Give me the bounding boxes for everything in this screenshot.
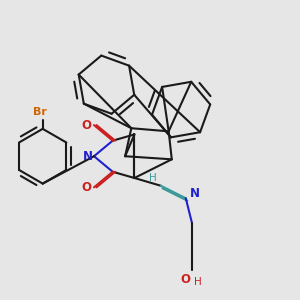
Text: N: N <box>83 150 93 163</box>
Text: N: N <box>190 187 200 200</box>
Text: Br: Br <box>33 107 46 117</box>
Text: H: H <box>149 173 157 183</box>
Text: O: O <box>181 273 191 286</box>
Text: O: O <box>81 181 91 194</box>
Text: O: O <box>81 118 91 132</box>
Text: H: H <box>194 277 202 287</box>
